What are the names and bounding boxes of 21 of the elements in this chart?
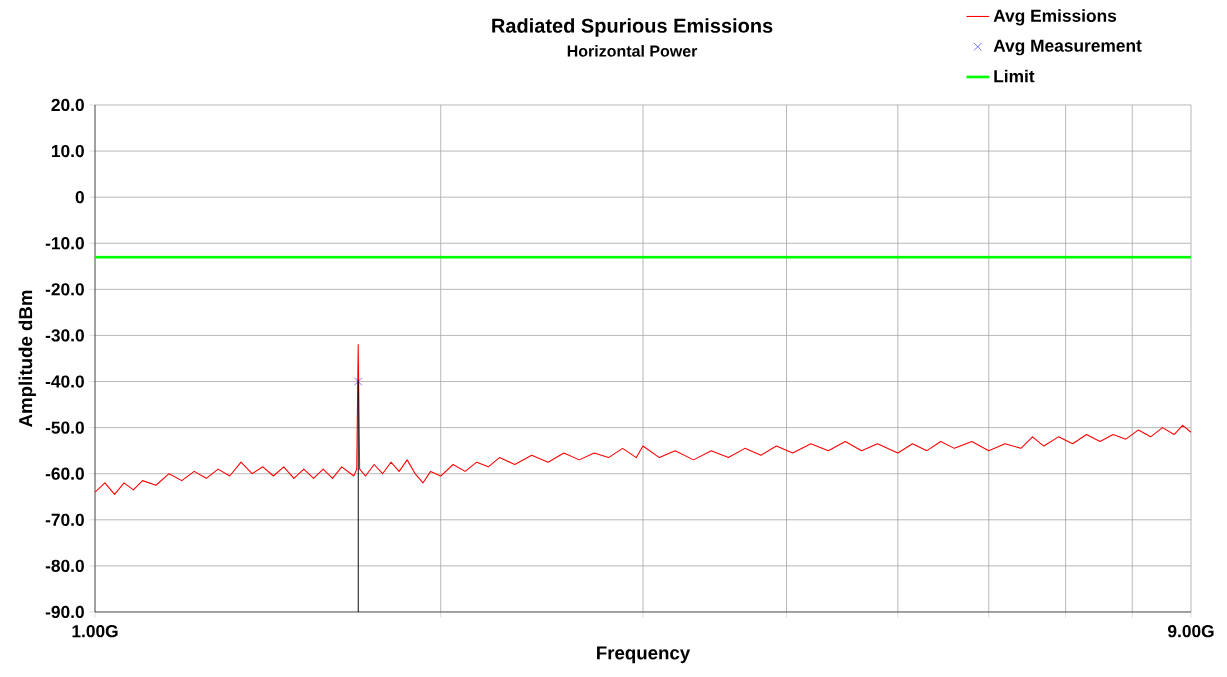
chart-subtitle: Horizontal Power (567, 45, 698, 57)
y-tick-label: 0 (75, 191, 84, 204)
y-tick-label: -50.0 (45, 421, 84, 434)
chart-title: Radiated Spurious Emissions (492, 18, 773, 37)
y-tick-label: 10.0 (51, 144, 84, 158)
y-tick-label: 20.0 (51, 98, 84, 112)
y-tick-label: -70.0 (45, 513, 84, 526)
y-tick-label: -40.0 (45, 375, 84, 388)
y-tick-label: -90.0 (45, 605, 84, 619)
legend-label: Avg Emissions (993, 9, 1117, 26)
y-tick-label: -30.0 (45, 329, 84, 342)
y-tick-label: -20.0 (45, 283, 84, 296)
legend-label: Limit (994, 69, 1035, 83)
x-tick-label: 9.00G (1168, 625, 1214, 638)
y-tick-label: -10.0 (45, 237, 84, 250)
y-axis-title: Amplitude dBm (18, 290, 36, 427)
y-tick-label: -80.0 (45, 559, 84, 573)
x-axis-title: Frequency (597, 646, 691, 664)
x-tick-label: 1.00G (72, 625, 118, 638)
legend-label: Avg Measurement (993, 39, 1142, 56)
y-tick-label: -60.0 (45, 467, 84, 480)
